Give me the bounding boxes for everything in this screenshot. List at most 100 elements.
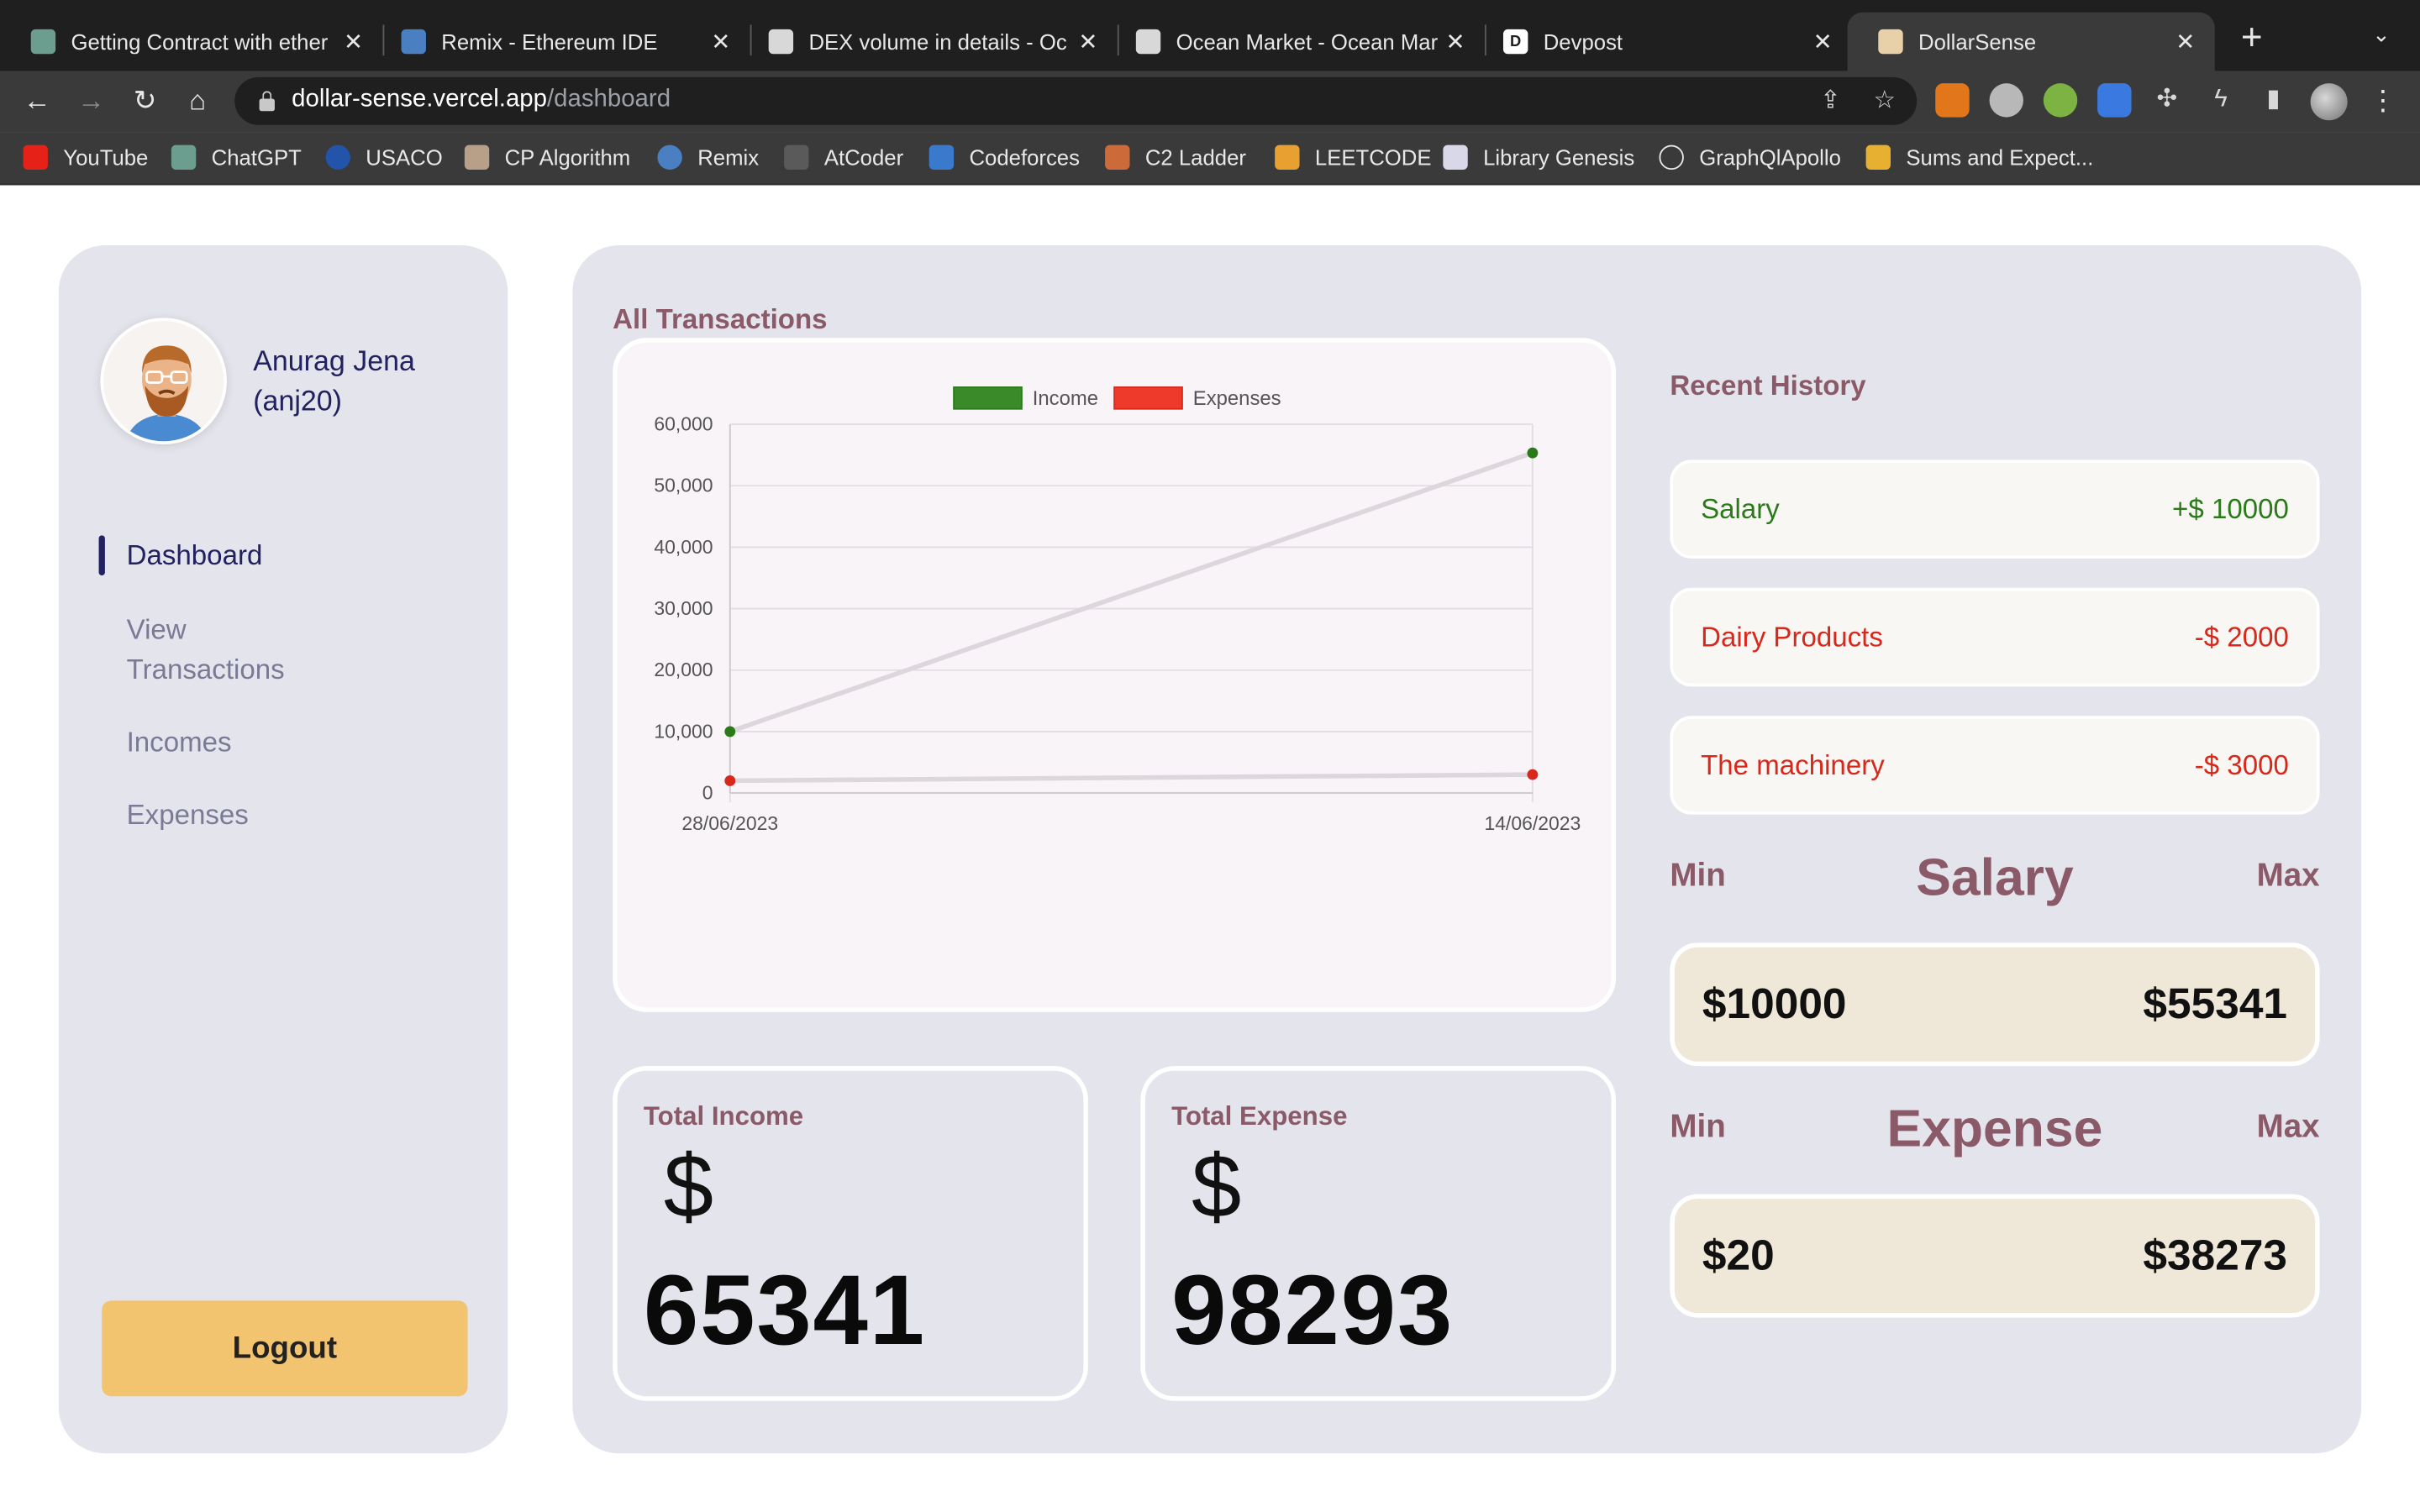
logout-button[interactable]: Logout bbox=[102, 1300, 468, 1397]
codeforces-icon bbox=[929, 144, 955, 171]
close-tab-icon[interactable]: ✕ bbox=[1078, 29, 1098, 56]
bookmark-chatgpt[interactable]: ChatGPT bbox=[171, 142, 302, 173]
nav-item-dashboard[interactable]: Dashboard bbox=[126, 539, 263, 571]
bookmark-label: AtCoder bbox=[823, 144, 904, 171]
tab-separator bbox=[750, 24, 752, 56]
profile-username: (anj20) bbox=[253, 384, 343, 417]
bookmark-label: Codeforces bbox=[969, 144, 1080, 171]
nav-item-view-transactions[interactable]: View Transactions bbox=[127, 610, 285, 690]
bookmark-youtube[interactable]: YouTube bbox=[23, 142, 149, 173]
bookmark-sums-and-expect[interactable]: Sums and Expect... bbox=[1865, 142, 2093, 173]
chatgpt-icon bbox=[171, 144, 197, 171]
salary-range-box: $10000 $55341 bbox=[1670, 942, 2320, 1067]
close-tab-icon[interactable]: ✕ bbox=[1445, 29, 1465, 56]
salary-min-value: $10000 bbox=[1702, 979, 1847, 1028]
devpost-favicon-icon: D bbox=[1502, 29, 1528, 55]
remix-favicon-icon bbox=[401, 29, 426, 55]
extension-k-icon[interactable] bbox=[2097, 83, 2132, 118]
forward-arrow-icon[interactable]: → bbox=[76, 85, 105, 116]
transactions-chart-card: 0 10,000 20,000 30,000 40,000 50,000 60,000 28/… bbox=[613, 338, 1617, 1012]
tab-search-chevron-icon[interactable]: ⌄ bbox=[2372, 21, 2391, 47]
youtube-icon bbox=[23, 144, 48, 171]
home-icon[interactable]: ⌂ bbox=[189, 85, 207, 116]
browser-tab-devpost[interactable]: D Devpost ✕ bbox=[1472, 13, 1852, 71]
browser-tab-dollarsense[interactable]: DollarSense ✕ bbox=[1847, 12, 2215, 71]
bookmark-label: YouTube bbox=[63, 144, 149, 171]
bookmark-library-genesis[interactable]: Library Genesis bbox=[1443, 142, 1634, 173]
url-host: dollar-sense.vercel.app bbox=[292, 86, 547, 113]
apollo-icon bbox=[1659, 144, 1684, 171]
data-point-expenses bbox=[1527, 769, 1539, 780]
recent-history-title: Recent History bbox=[1670, 370, 1866, 402]
close-tab-icon[interactable]: ✕ bbox=[344, 29, 364, 56]
ocean-favicon-icon bbox=[1135, 29, 1161, 55]
profile-name: Anurag Jena (anj20) bbox=[253, 341, 485, 422]
total-expense-label: Total Expense bbox=[1171, 1101, 1348, 1131]
history-item-amount: -$ 3000 bbox=[2194, 748, 2289, 780]
expense-max-value: $38273 bbox=[2143, 1231, 2288, 1279]
bookmark-cp-algorithm[interactable]: CP Algorithm bbox=[464, 142, 630, 173]
history-item-dairy-products[interactable]: Dairy Products -$ 2000 bbox=[1670, 587, 2320, 687]
bookmark-label: Remix bbox=[697, 144, 760, 171]
extensions-puzzle-icon[interactable]: ✣ bbox=[2156, 86, 2178, 113]
browser-profile-avatar[interactable] bbox=[2310, 83, 2348, 121]
avatar-illustration-icon bbox=[126, 345, 208, 442]
expense-min-value: $20 bbox=[1702, 1231, 1775, 1279]
bookmark-c2-ladder[interactable]: C2 Ladder bbox=[1105, 142, 1246, 173]
address-url[interactable]: dollar-sense.vercel.app/dashboard bbox=[292, 87, 671, 114]
close-tab-icon[interactable]: ✕ bbox=[1812, 29, 1833, 56]
side-panel-icon[interactable]: ▮ bbox=[2266, 86, 2281, 113]
expense-max-label: Max bbox=[2256, 1109, 2320, 1145]
extension-bolt-icon[interactable]: ϟ bbox=[2214, 86, 2228, 113]
tab-title: Getting Contract with ether bbox=[71, 29, 329, 55]
tab-separator bbox=[1484, 24, 1486, 56]
y-tick-label: 10,000 bbox=[654, 720, 713, 742]
bookmark-usaco[interactable]: USACO bbox=[325, 142, 443, 173]
share-icon[interactable]: ⇪ bbox=[1820, 87, 1841, 114]
salary-range-title: Salary bbox=[1916, 848, 2074, 908]
history-item-title: Salary bbox=[1701, 492, 1780, 524]
bookmark-atcoder[interactable]: AtCoder bbox=[784, 142, 903, 173]
bookmark-star-icon[interactable]: ☆ bbox=[1873, 87, 1896, 114]
legend-swatch-expenses bbox=[1113, 386, 1183, 410]
reload-icon[interactable]: ↻ bbox=[133, 85, 157, 116]
history-item-the-machinery[interactable]: The machinery -$ 3000 bbox=[1670, 716, 2320, 815]
bookmark-remix[interactable]: Remix bbox=[657, 142, 759, 173]
dashboard-page: Anurag Jena (anj20) Dashboard View Trans… bbox=[0, 186, 2420, 1512]
c2-ladder-icon bbox=[1105, 144, 1130, 171]
close-tab-icon[interactable]: ✕ bbox=[2175, 29, 2196, 56]
address-bar[interactable] bbox=[234, 76, 1918, 125]
extension-owl-icon[interactable] bbox=[1989, 83, 2023, 118]
browser-tab-getting-contract[interactable]: Getting Contract with ether ✕ bbox=[0, 13, 383, 71]
metamask-extension-icon[interactable] bbox=[1935, 83, 1970, 118]
bookmark-codeforces[interactable]: Codeforces bbox=[929, 142, 1080, 173]
leetcode-icon bbox=[1275, 144, 1300, 171]
history-item-title: Dairy Products bbox=[1701, 621, 1883, 653]
salary-max-value: $55341 bbox=[2143, 979, 2288, 1028]
browser-tab-remix[interactable]: Remix - Ethereum IDE ✕ bbox=[371, 13, 750, 71]
usaco-icon bbox=[325, 144, 350, 171]
close-tab-icon[interactable]: ✕ bbox=[711, 29, 731, 56]
extension-plus-icon[interactable] bbox=[2043, 83, 2078, 118]
browser-tab-dex-volume[interactable]: DEX volume in details - Oc ✕ bbox=[738, 13, 1118, 71]
lock-icon[interactable] bbox=[259, 91, 275, 112]
total-income-value: 65341 bbox=[643, 1254, 926, 1366]
back-arrow-icon[interactable]: ← bbox=[23, 85, 51, 116]
total-expense-value: 98293 bbox=[1171, 1254, 1455, 1366]
bookmark-label: ChatGPT bbox=[211, 144, 302, 171]
new-tab-icon[interactable]: + bbox=[2240, 17, 2263, 59]
nav-item-expenses[interactable]: Expenses bbox=[126, 799, 249, 831]
tab-separator bbox=[382, 24, 385, 56]
bookmark-label: C2 Ladder bbox=[1144, 144, 1246, 171]
browser-menu-icon[interactable]: ⋮ bbox=[2369, 85, 2397, 116]
history-item-amount: +$ 10000 bbox=[2172, 492, 2289, 524]
y-tick-label: 40,000 bbox=[654, 536, 713, 558]
transactions-line-chart: 0 10,000 20,000 30,000 40,000 50,000 60,000 28/… bbox=[654, 386, 1581, 834]
browser-tab-ocean-market[interactable]: Ocean Market - Ocean Mar ✕ bbox=[1105, 13, 1485, 71]
series-line-income bbox=[729, 450, 1534, 734]
history-item-salary[interactable]: Salary +$ 10000 bbox=[1670, 459, 2320, 559]
bookmark-leetcode[interactable]: LEETCODE bbox=[1275, 142, 1432, 173]
nav-item-incomes[interactable]: Incomes bbox=[126, 727, 232, 758]
nav-label: Transactions bbox=[126, 654, 285, 685]
bookmark-graphql-apollo[interactable]: GraphQlApollo bbox=[1659, 142, 1841, 173]
